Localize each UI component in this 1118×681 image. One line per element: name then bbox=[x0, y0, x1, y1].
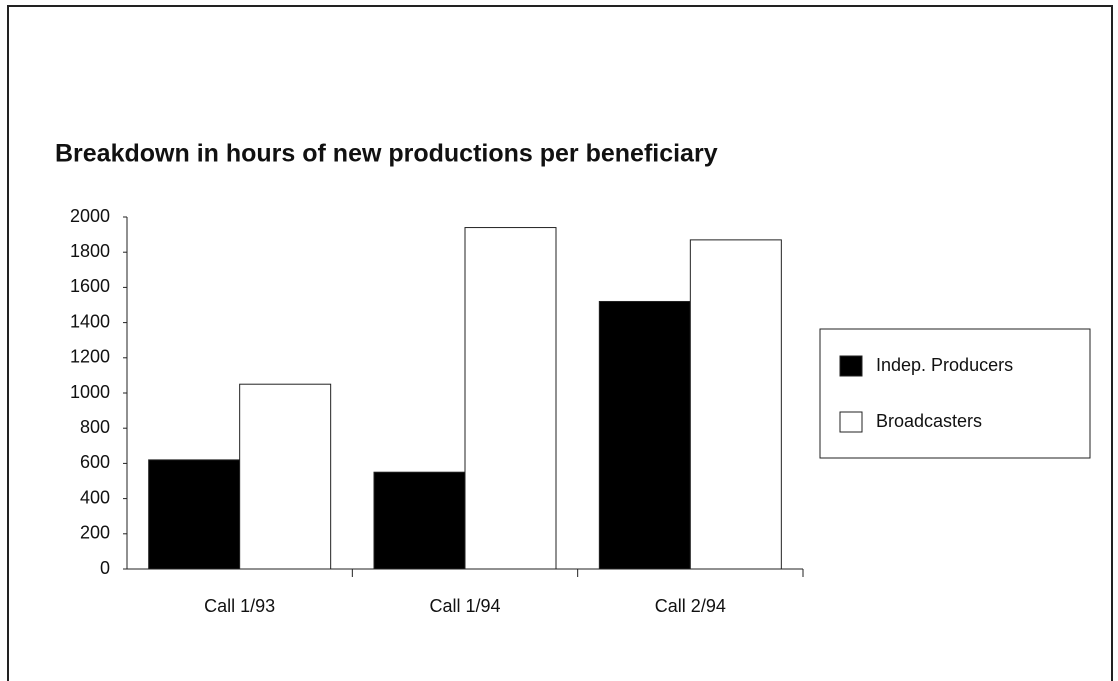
y-tick-label: 1000 bbox=[70, 382, 110, 402]
legend-box bbox=[819, 328, 1091, 459]
y-tick-label: 2000 bbox=[70, 206, 110, 226]
y-tick-label: 1200 bbox=[70, 347, 110, 367]
y-tick-label: 600 bbox=[80, 452, 110, 472]
y-tick-label: 0 bbox=[100, 558, 110, 578]
y-tick-label: 1800 bbox=[70, 241, 110, 261]
frame bbox=[7, 5, 1113, 681]
y-tick-label: 200 bbox=[80, 523, 110, 543]
y-tick-label: 400 bbox=[80, 487, 110, 507]
x-tick-label: Call 1/94 bbox=[429, 596, 500, 616]
legend-swatch bbox=[839, 355, 863, 377]
x-tick-label: Call 2/94 bbox=[655, 596, 726, 616]
legend-label: Broadcasters bbox=[876, 411, 982, 431]
y-tick-label: 1600 bbox=[70, 276, 110, 296]
x-tick-label: Call 1/93 bbox=[204, 596, 275, 616]
bar bbox=[239, 383, 332, 570]
bar bbox=[689, 239, 782, 570]
bar bbox=[373, 471, 466, 570]
bar bbox=[598, 300, 691, 570]
legend-swatch bbox=[839, 411, 863, 433]
y-tick-label: 800 bbox=[80, 417, 110, 437]
y-tick-label: 1400 bbox=[70, 311, 110, 331]
bar bbox=[148, 459, 241, 570]
chart-title: Breakdown in hours of new productions pe… bbox=[55, 140, 718, 168]
bar bbox=[464, 227, 557, 570]
legend-label: Indep. Producers bbox=[876, 355, 1013, 375]
